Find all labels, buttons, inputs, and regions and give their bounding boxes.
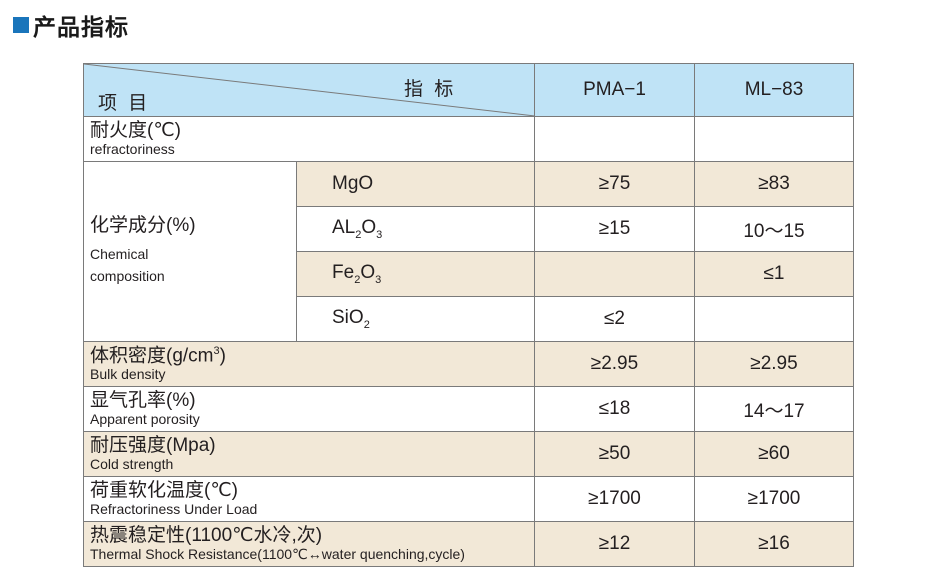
label-zh-text: 体积密度(g/cm	[90, 345, 214, 367]
component-name: SiO2	[296, 296, 535, 342]
label-en-line1: Chemical	[90, 245, 149, 262]
square-bullet-icon	[13, 17, 29, 33]
header-col-ml83: ML−83	[694, 63, 854, 117]
value-ml83	[694, 296, 854, 342]
value-ml83	[694, 116, 854, 162]
value-ml83: ≥1700	[694, 476, 854, 522]
row-sio2: SiO2 ≤2	[84, 296, 854, 342]
header-item-label: 项 目	[98, 93, 151, 114]
corner-header-cell: 指 标 项 目	[83, 63, 535, 117]
label-zh: 耐压强度(Mpa)	[90, 435, 216, 457]
value-pma1: ≥12	[534, 521, 695, 567]
component-name: MgO	[296, 161, 535, 207]
label-zh: 热震稳定性(1100℃水冷,次)	[90, 525, 323, 547]
formula-subscript: 2	[355, 228, 362, 241]
value-pma1	[534, 116, 695, 162]
label-zh-end: )	[219, 345, 226, 367]
value-ml83: ≥83	[694, 161, 854, 207]
value-pma1	[534, 251, 695, 297]
label-cell: 显气孔率(%) Apparent porosity	[83, 386, 535, 432]
diagonal-divider	[84, 64, 535, 116]
formula-subscript: 3	[375, 273, 382, 286]
row-refractoriness-under-load: 荷重软化温度(℃) Refractoriness Under Load ≥170…	[83, 476, 854, 522]
formula-part: Fe	[332, 262, 355, 284]
label-cell: 耐火度(℃) refractoriness	[83, 116, 535, 162]
row-apparent-porosity: 显气孔率(%) Apparent porosity ≤18 14～17	[83, 386, 854, 432]
row-thermal-shock: 热震稳定性(1100℃水冷,次) Thermal Shock Resistanc…	[83, 521, 854, 567]
label-zh: 化学成分(%)	[90, 215, 196, 237]
label-cell: 热震稳定性(1100℃水冷,次) Thermal Shock Resistanc…	[83, 521, 535, 567]
label-en: Bulk density	[90, 366, 166, 383]
label-en-line2: composition	[90, 267, 165, 284]
section-title: 产品指标	[33, 14, 129, 40]
row-al2o3: AL2O3 ≥15 10～15	[84, 206, 854, 252]
component-name: AL2O3	[296, 206, 535, 252]
section-heading: 产品指标	[13, 8, 129, 42]
row-refractoriness: 耐火度(℃) refractoriness	[83, 116, 854, 162]
formula-part: AL	[332, 217, 356, 239]
label-en: Apparent porosity	[90, 411, 200, 428]
formula-part: SiO	[332, 307, 364, 329]
value-ml83: 14～17	[694, 386, 854, 432]
row-bulk-density: 体积密度(g/cm3) Bulk density ≥2.95 ≥2.95	[83, 341, 854, 387]
value-ml83: ≥60	[694, 431, 854, 477]
value-pma1: ≤2	[534, 296, 695, 342]
formula-subscript: 2	[354, 273, 361, 286]
formula-subscript: 3	[376, 228, 383, 241]
component-name: Fe2O3	[296, 251, 535, 297]
value-pma1: ≥2.95	[534, 341, 695, 387]
row-fe2o3: Fe2O3 ≤1	[84, 251, 854, 297]
label-en: Refractoriness Under Load	[90, 501, 258, 518]
row-cold-strength: 耐压强度(Mpa) Cold strength ≥50 ≥60	[83, 431, 854, 477]
header-indicator-label: 指 标	[404, 79, 457, 100]
label-zh: 荷重软化温度(℃)	[90, 480, 238, 502]
value-pma1: ≥75	[534, 161, 695, 207]
label-cell: 荷重软化温度(℃) Refractoriness Under Load	[83, 476, 535, 522]
row-mgo: 化学成分(%) Chemical composition MgO ≥75 ≥83	[83, 161, 854, 342]
label-cell: 体积密度(g/cm3) Bulk density	[83, 341, 535, 387]
value-pma1: ≤18	[534, 386, 695, 432]
value-pma1: ≥50	[534, 431, 695, 477]
value-ml83: ≥2.95	[694, 341, 854, 387]
value-ml83: ≥16	[694, 521, 854, 567]
value-ml83: ≤1	[694, 251, 854, 297]
value-ml83: 10～15	[694, 206, 854, 252]
label-cell: 耐压强度(Mpa) Cold strength	[83, 431, 535, 477]
label-en: Cold strength	[90, 456, 174, 473]
label-en: Thermal Shock Resistance(1100℃↔water que…	[90, 546, 465, 563]
label-superscript: 3	[213, 345, 220, 358]
formula-part: O	[360, 262, 376, 284]
label-zh: 耐火度(℃)	[90, 120, 181, 142]
header-col-pma1: PMA−1	[534, 63, 695, 117]
header-row: 指 标 项 目 PMA−1 ML−83	[83, 63, 854, 117]
label-zh: 显气孔率(%)	[90, 390, 196, 412]
value-pma1: ≥15	[534, 206, 695, 252]
formula-subscript: 2	[363, 318, 370, 331]
formula-part: O	[361, 217, 377, 239]
label-en: refractoriness	[90, 141, 175, 158]
value-pma1: ≥1700	[534, 476, 695, 522]
spec-table: 指 标 项 目 PMA−1 ML−83 耐火度(℃) refractorines…	[83, 63, 854, 567]
label-zh: 体积密度(g/cm3)	[90, 345, 534, 367]
chemical-label-cell: 化学成分(%) Chemical composition	[83, 161, 297, 342]
